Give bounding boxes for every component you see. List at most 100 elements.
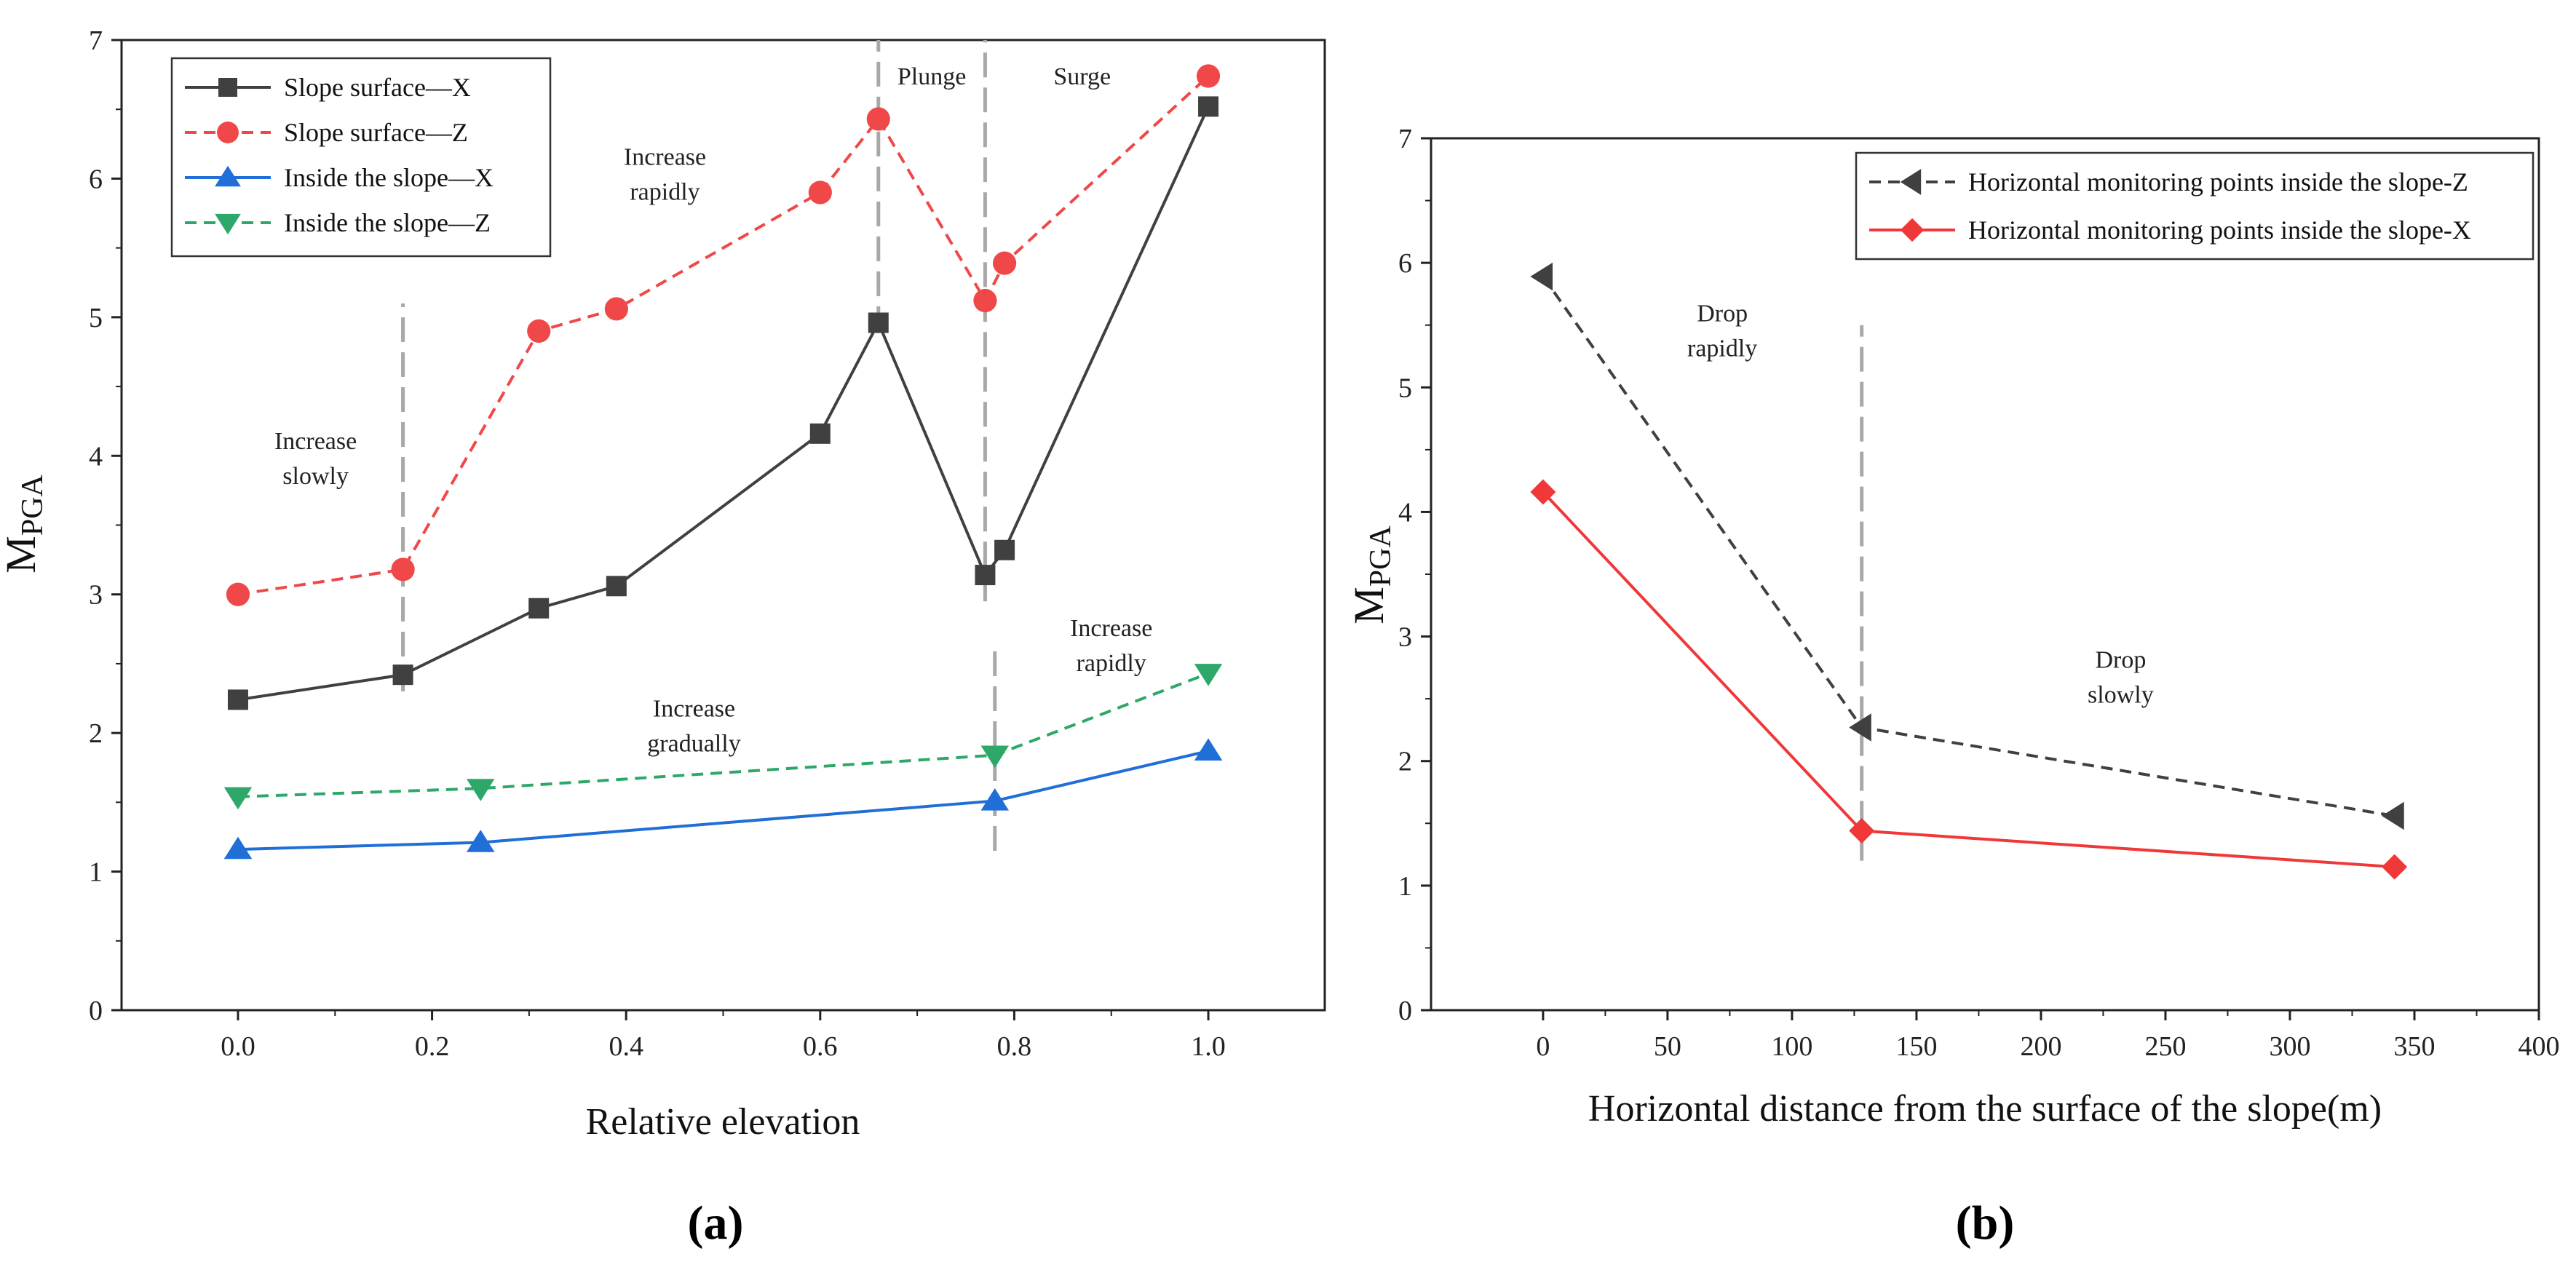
legend-entry: Slope surface—X xyxy=(284,73,471,102)
y-axis-label-main: M xyxy=(0,536,44,574)
x-tick-label: 0.6 xyxy=(803,1031,838,1062)
y-tick-label: 1 xyxy=(1398,871,1412,902)
data-point xyxy=(1198,96,1219,117)
annotation: Increase rapidly xyxy=(624,143,706,205)
plot-frame xyxy=(1430,137,2540,1012)
x-tick-label: 200 xyxy=(2020,1031,2061,1062)
annotation-line: Increase xyxy=(624,143,706,170)
annotation-line: Surge xyxy=(1053,63,1111,90)
x-axis-label: Horizontal distance from the surface of … xyxy=(1588,1088,2382,1130)
x-tick-label: 300 xyxy=(2269,1031,2310,1062)
y-axis-label-subscript: PGA xyxy=(1364,525,1398,587)
x-axis-label: Relative elevation xyxy=(586,1101,860,1143)
data-point xyxy=(226,582,250,606)
x-tick-label: 400 xyxy=(2518,1031,2560,1062)
annotation-line: rapidly xyxy=(1687,336,1757,362)
chart-panel-a: 0.0 0.2 0.4 0.6 0.8 1.0 0 1 2 3 4 5 6 7 Relative eleva… xyxy=(0,25,1326,1250)
series-line xyxy=(237,75,1210,596)
data-point xyxy=(606,576,627,597)
y-tick-label: 5 xyxy=(1398,373,1412,403)
data-point xyxy=(809,423,831,444)
annotation-line: slowly xyxy=(2088,681,2154,708)
series-line xyxy=(237,672,1209,798)
data-point xyxy=(994,539,1015,560)
annotation-line: Increase xyxy=(653,695,735,722)
data-point xyxy=(1530,262,1553,291)
data-point xyxy=(528,598,550,619)
y-tick-label: 6 xyxy=(89,164,103,194)
x-tick-label: 0 xyxy=(1536,1031,1550,1062)
data-point xyxy=(2382,801,2404,830)
annotation-line: Increase xyxy=(274,428,357,455)
data-point xyxy=(466,779,495,801)
series-line xyxy=(237,749,1209,852)
y-axis-label: MPGA xyxy=(0,475,49,574)
data-point xyxy=(223,836,253,860)
data-point xyxy=(604,297,628,321)
x-tick-label: 1.0 xyxy=(1191,1031,1226,1062)
x-tick-label: 0.8 xyxy=(997,1031,1032,1062)
y-tick-label: 5 xyxy=(89,303,103,333)
panel-label: (b) xyxy=(1956,1196,2015,1250)
y-axis-label-text: MPGA xyxy=(0,475,49,574)
data-point xyxy=(1849,713,1871,742)
legend-swatch-marker xyxy=(1900,169,1922,195)
legend-entry: Inside the slope—X xyxy=(284,163,494,192)
x-tick-label: 100 xyxy=(1771,1031,1812,1062)
annotation: Plunge xyxy=(897,63,966,90)
annotation: Drop rapidly xyxy=(1687,301,1757,362)
data-point xyxy=(980,787,1010,811)
data-point xyxy=(466,830,495,852)
legend-swatch-marker xyxy=(217,122,239,143)
data-point xyxy=(1194,664,1223,686)
x-tick-label: 0.4 xyxy=(609,1031,643,1062)
annotation: Drop slowly xyxy=(2088,646,2154,708)
data-point xyxy=(527,319,551,343)
y-tick-label: 4 xyxy=(1398,497,1412,528)
data-point xyxy=(1849,818,1875,844)
x-tick-label: 150 xyxy=(1895,1031,1937,1062)
x-tick-label: 0.2 xyxy=(415,1031,450,1062)
annotation-line: Increase xyxy=(1070,615,1152,642)
data-point xyxy=(973,288,997,313)
data-point xyxy=(866,107,890,131)
legend-entry: Horizontal monitoring points inside the … xyxy=(1968,215,2471,245)
annotation-line: slowly xyxy=(282,463,349,490)
annotation-line: gradually xyxy=(647,730,740,757)
annotation-line: Drop xyxy=(1697,301,1748,328)
y-axis-label-main: M xyxy=(1345,587,1392,624)
y-tick-label: 7 xyxy=(89,25,103,56)
legend-swatch-marker xyxy=(1900,218,1925,242)
y-tick-label: 2 xyxy=(1398,747,1412,777)
data-point xyxy=(992,251,1017,275)
annotation: Surge xyxy=(1053,63,1111,90)
series-line xyxy=(1542,275,2395,817)
annotation: Increase slowly xyxy=(274,428,357,490)
annotation-line: Drop xyxy=(2095,646,2146,673)
y-tick-label: 3 xyxy=(1398,622,1412,653)
annotation-line: rapidly xyxy=(1077,650,1146,677)
x-tick-label: 0.0 xyxy=(221,1031,255,1062)
data-point xyxy=(392,664,413,686)
annotation: Increase rapidly xyxy=(1070,615,1152,677)
legend-entry: Slope surface—Z xyxy=(284,118,468,147)
y-tick-label: 3 xyxy=(89,580,103,611)
chart-panel-b: 0 50 100 150 200 250 300 350 400 0 1 2 3 4 5 6 7 Horizont… xyxy=(1345,124,2560,1250)
data-point xyxy=(975,565,996,586)
annotation-line: Plunge xyxy=(897,63,966,90)
legend-entry: Horizontal monitoring points inside the … xyxy=(1968,167,2468,197)
data-point xyxy=(980,745,1010,769)
data-point xyxy=(2382,854,2408,880)
y-tick-label: 4 xyxy=(89,441,103,472)
data-point xyxy=(1194,738,1223,761)
y-tick-label: 7 xyxy=(1398,124,1412,154)
legend-box xyxy=(1855,151,2535,261)
y-axis-label-subscript: PGA xyxy=(16,475,49,536)
legend-swatch-marker xyxy=(215,165,241,187)
y-axis-label-text: MPGA xyxy=(1345,525,1398,624)
y-tick-label: 0 xyxy=(1398,996,1412,1026)
data-point xyxy=(227,689,248,710)
data-point xyxy=(1196,64,1221,88)
annotation: Increase gradually xyxy=(647,695,740,757)
